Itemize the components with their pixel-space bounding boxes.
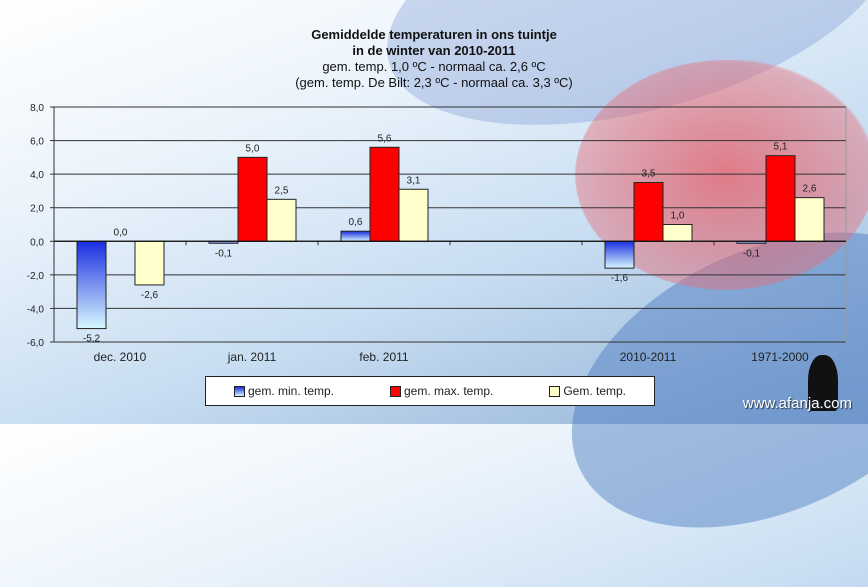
bar-min [76, 240, 107, 330]
data-label: -2,6 [141, 290, 159, 301]
bar-max [237, 156, 268, 242]
legend-label: gem. max. temp. [403, 384, 494, 398]
y-tick-label: -2,0 [27, 271, 45, 282]
bar-max [369, 146, 400, 242]
y-tick-label: -4,0 [27, 304, 45, 315]
legend-swatch [389, 385, 401, 397]
chart-subtitle: gem. temp. 1,0 ºC - normaal ca. 2,6 ºC [322, 59, 546, 74]
data-label: -0,1 [215, 248, 233, 259]
bar-chart: 8,0 6,0 4,0 2,0 0,0 -2,0 -4,0 -6,0 dec. 2010 -5,2… [27, 103, 847, 364]
data-label: -5,2 [83, 334, 101, 345]
chart-title-line2: in de winter van 2010-2011 [352, 43, 516, 58]
chart-subtitle2: (gem. temp. De Bilt: 2,3 ºC - normaal ca… [295, 75, 573, 90]
watermark: www.afanja.com [742, 395, 852, 412]
chart-title: Gemiddelde temperaturen in ons tuintje [311, 27, 557, 42]
bar-avg [662, 224, 693, 242]
y-tick-label: 0,0 [30, 237, 44, 248]
data-label: 5,6 [378, 133, 392, 144]
data-label: -1,6 [611, 273, 629, 284]
data-label: 0,6 [349, 217, 363, 228]
x-tick-label: 2010-2011 [620, 350, 677, 364]
data-label: 2,5 [275, 185, 289, 196]
legend-swatch [549, 385, 561, 397]
legend: gem. min. temp. gem. max. temp. Gem. tem… [205, 376, 655, 406]
legend-item-max: gem. max. temp. [389, 384, 494, 398]
bar-max [765, 155, 796, 242]
bar-min [604, 240, 635, 269]
data-label: 1,0 [671, 211, 685, 222]
bar-avg [134, 240, 165, 286]
x-tick-label: 1971-2000 [751, 350, 809, 364]
y-tick-label: 8,0 [30, 103, 44, 114]
bar-avg [266, 198, 297, 242]
data-label: 0,0 [114, 227, 128, 238]
bar-avg [398, 188, 429, 242]
x-tick-label: feb. 2011 [359, 350, 408, 364]
chart-titles: Gemiddelde temperaturen in ons tuintje i… [0, 27, 868, 91]
legend-label: Gem. temp. [563, 384, 627, 398]
legend-item-avg: Gem. temp. [549, 384, 626, 398]
data-label: 2,6 [803, 184, 817, 195]
data-label: 3,5 [642, 169, 656, 180]
legend-swatch [233, 385, 245, 397]
y-tick-label: -6,0 [27, 338, 45, 349]
logo-silhouette [808, 355, 838, 411]
x-tick-label: jan. 2011 [227, 350, 277, 364]
bar-avg [794, 197, 825, 242]
data-label: 5,0 [246, 143, 260, 154]
data-label: -0,1 [743, 248, 761, 259]
legend-label: gem. min. temp. [247, 384, 335, 398]
bar-min [340, 230, 371, 242]
data-label: 3,1 [407, 175, 421, 186]
y-tick-label: 2,0 [30, 204, 44, 215]
data-label: 5,1 [774, 142, 788, 153]
y-tick-label: 6,0 [30, 137, 44, 148]
y-tick-label: 4,0 [30, 170, 44, 181]
x-tick-label: dec. 2010 [94, 350, 147, 364]
legend-item-min: gem. min. temp. [233, 384, 335, 398]
bar-max [633, 182, 664, 242]
